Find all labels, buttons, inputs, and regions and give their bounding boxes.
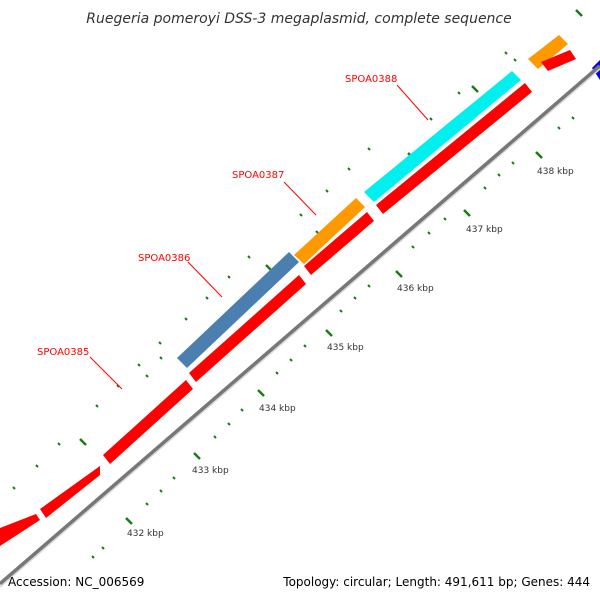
gene-steelblue-SPOA0386[interactable] [177, 252, 299, 368]
gene-red-7[interactable] [541, 50, 576, 71]
tick-label: 435 kbp [327, 343, 364, 353]
gene-red-4[interactable] [189, 275, 306, 382]
gene-label-SPOA0385[interactable]: SPOA0385 [37, 347, 89, 358]
gene-label-SPOA0387[interactable]: SPOA0387 [232, 170, 284, 181]
tick-label: 437 kbp [466, 225, 503, 235]
map-title: Ruegeria pomeroyi DSS-3 megaplasmid, com… [86, 11, 512, 27]
gene-cyan-SPOA0388[interactable] [364, 71, 521, 202]
tick-label: 438 kbp [537, 167, 574, 177]
accession-text: Accession: NC_006569 [8, 575, 144, 589]
callout-line-SPOA0385 [89, 356, 123, 390]
gene-label-SPOA0388[interactable]: SPOA0388 [345, 74, 397, 85]
gene-orange-top[interactable] [528, 35, 568, 69]
gene-red-1[interactable] [0, 514, 40, 546]
callout-line-SPOA0386 [187, 261, 223, 298]
inner-tick-row [91, 116, 575, 559]
genome-backbone [0, 64, 600, 586]
callout-line-SPOA0387 [283, 181, 317, 216]
gene-red-3[interactable] [103, 380, 193, 464]
genome-summary-text: Topology: circular; Length: 491,611 bp; … [282, 575, 590, 589]
gene-red-6[interactable] [376, 83, 532, 214]
tick-labels: 432 kbp 433 kbp 434 kbp 435 kbp 436 kbp … [127, 167, 574, 539]
gene-orange-SPOA0387[interactable] [294, 198, 365, 264]
forward-strand-genes [177, 35, 600, 368]
tick-label: 433 kbp [192, 466, 229, 476]
outer-tick-row [12, 9, 583, 490]
gene-callouts: SPOA0385 SPOA0386 SPOA0387 SPOA0388 [37, 74, 429, 390]
tick-label: 434 kbp [259, 404, 296, 414]
tick-label: 432 kbp [127, 529, 164, 539]
gene-label-SPOA0386[interactable]: SPOA0386 [138, 253, 190, 264]
callout-line-SPOA0388 [396, 84, 429, 121]
reverse-strand-genes [0, 50, 576, 546]
tick-label: 436 kbp [397, 284, 434, 294]
genome-backbone-highlight [0, 68, 600, 588]
gene-red-5[interactable] [304, 212, 374, 275]
gene-red-2[interactable] [40, 466, 100, 518]
